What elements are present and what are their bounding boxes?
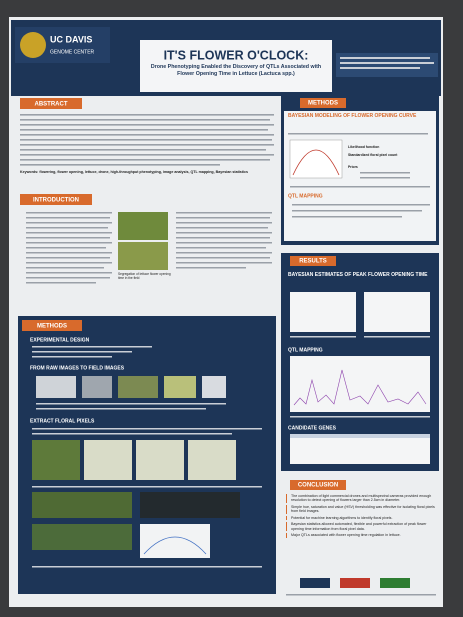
field-photo <box>118 242 168 270</box>
conclusion-list: The combination of light commercial dron… <box>286 494 436 538</box>
section-heading-bg <box>22 320 82 331</box>
subheading: BAYESIAN MODELING OF FLOWER OPENING CURV… <box>288 113 417 119</box>
authors-box <box>336 53 438 77</box>
keywords: Keywords: flowering, flower opening, let… <box>20 170 248 174</box>
table-header <box>290 434 430 438</box>
subheading: BAYESIAN ESTIMATES OF PEAK FLOWER OPENIN… <box>288 272 428 278</box>
subtitle: Drone Phenotyping Enabled the Discovery … <box>150 64 322 77</box>
text-line <box>290 416 430 418</box>
text-line <box>364 336 430 338</box>
histogram-image <box>136 440 184 480</box>
histogram-image <box>84 440 132 480</box>
section-heading: METHODS <box>37 324 67 330</box>
subheading: QTL MAPPING <box>288 193 323 199</box>
scatter-chart <box>290 292 356 332</box>
section-heading: RESULTS <box>299 259 327 265</box>
plot-strip <box>32 492 132 518</box>
text-line <box>32 346 152 348</box>
caption-box: Segregation of lettuce flower opening ti… <box>118 272 171 280</box>
gene-table <box>290 434 430 464</box>
text-line <box>286 594 436 596</box>
section-heading: CONCLUSION <box>298 483 338 489</box>
text-line <box>290 186 430 188</box>
text-line <box>32 356 112 358</box>
text-line <box>360 177 410 179</box>
label: Likelihood function <box>348 145 379 149</box>
mask-strip <box>140 492 240 518</box>
label: Priors <box>348 165 358 169</box>
sponsor-logo <box>340 578 370 588</box>
section-heading: METHODS <box>308 101 338 107</box>
subtitle-box: Drone Phenotyping Enabled the Discovery … <box>150 64 322 77</box>
subheading: FROM RAW IMAGES TO FIELD IMAGES <box>30 365 125 371</box>
text-line <box>288 133 428 135</box>
logo-seal <box>20 32 46 58</box>
section-heading-bg <box>290 256 336 266</box>
field-image <box>164 376 196 398</box>
drone-image <box>36 376 76 398</box>
sponsor-logo <box>300 578 330 588</box>
logo-text: GENOME CENTER <box>50 49 95 55</box>
text-line <box>36 408 206 410</box>
sponsor-logo <box>380 578 410 588</box>
conclusion-bullet: Simple hue, saturation and value (HSV) t… <box>286 504 436 514</box>
conclusion-bullet: Major QTLs associated with flower openin… <box>286 533 436 538</box>
text-line <box>292 204 430 206</box>
section-heading: INTRODUCTION <box>33 198 79 204</box>
plot-strip <box>32 524 132 550</box>
conclusion-bullet: Bayesian statistics allowed automated, f… <box>286 522 436 532</box>
subheading-box: BAYESIAN ESTIMATES OF PEAK FLOWER OPENIN… <box>288 272 428 278</box>
conclusion-bullet: Potential for machine learning algorithm… <box>286 515 436 521</box>
curve <box>143 536 207 555</box>
title: IT'S FLOWER O'CLOCK: <box>164 48 309 62</box>
field-photo <box>118 212 168 240</box>
section-heading: ABSTRACT <box>35 102 68 108</box>
qtl-profile <box>293 369 427 406</box>
keywords-box: Keywords: flowering, flower opening, let… <box>20 170 248 174</box>
camera-image <box>82 376 112 398</box>
text-line <box>340 57 430 59</box>
text-line <box>340 62 434 64</box>
section-heading-bg <box>20 98 82 109</box>
text-line <box>292 210 422 212</box>
label: Standardized floral pixel count <box>348 153 398 157</box>
field-image <box>118 376 158 398</box>
abstract-text <box>20 114 274 166</box>
section-heading-bg <box>300 98 346 108</box>
text-line <box>32 428 262 430</box>
title-box <box>140 40 332 92</box>
scatter-chart <box>364 292 430 332</box>
subheading: CANDIDATE GENES <box>288 425 337 431</box>
text-line <box>360 172 410 174</box>
subheading: QTL MAPPING <box>288 347 323 353</box>
subheading-box: BAYESIAN MODELING OF FLOWER OPENING CURV… <box>288 113 417 119</box>
software-image <box>202 376 226 398</box>
text-line <box>32 351 132 353</box>
text-line <box>32 486 262 488</box>
histogram-image <box>188 440 236 480</box>
subheading: EXTRACT FLORAL PIXELS <box>30 418 95 424</box>
intro-text <box>26 212 272 284</box>
conclusion-bullet: The combination of light commercial dron… <box>286 494 436 503</box>
conclusion-box: The combination of light commercial dron… <box>286 494 436 538</box>
section-heading-bg <box>290 480 346 490</box>
text-line <box>340 67 420 69</box>
curve-chart <box>289 139 343 179</box>
subheading: EXPERIMENTAL DESIGN <box>30 337 90 343</box>
curve <box>292 149 340 176</box>
logo-text: UC DAVIS <box>50 34 92 44</box>
text-line <box>290 336 356 338</box>
plot-image <box>32 440 80 480</box>
text-line <box>32 566 262 568</box>
caption: Segregation of lettuce flower opening ti… <box>118 272 171 280</box>
text-line <box>292 216 402 218</box>
text-line <box>36 403 226 405</box>
text-line <box>32 433 232 435</box>
section-heading-bg <box>20 194 92 205</box>
curve-chart <box>140 524 210 558</box>
